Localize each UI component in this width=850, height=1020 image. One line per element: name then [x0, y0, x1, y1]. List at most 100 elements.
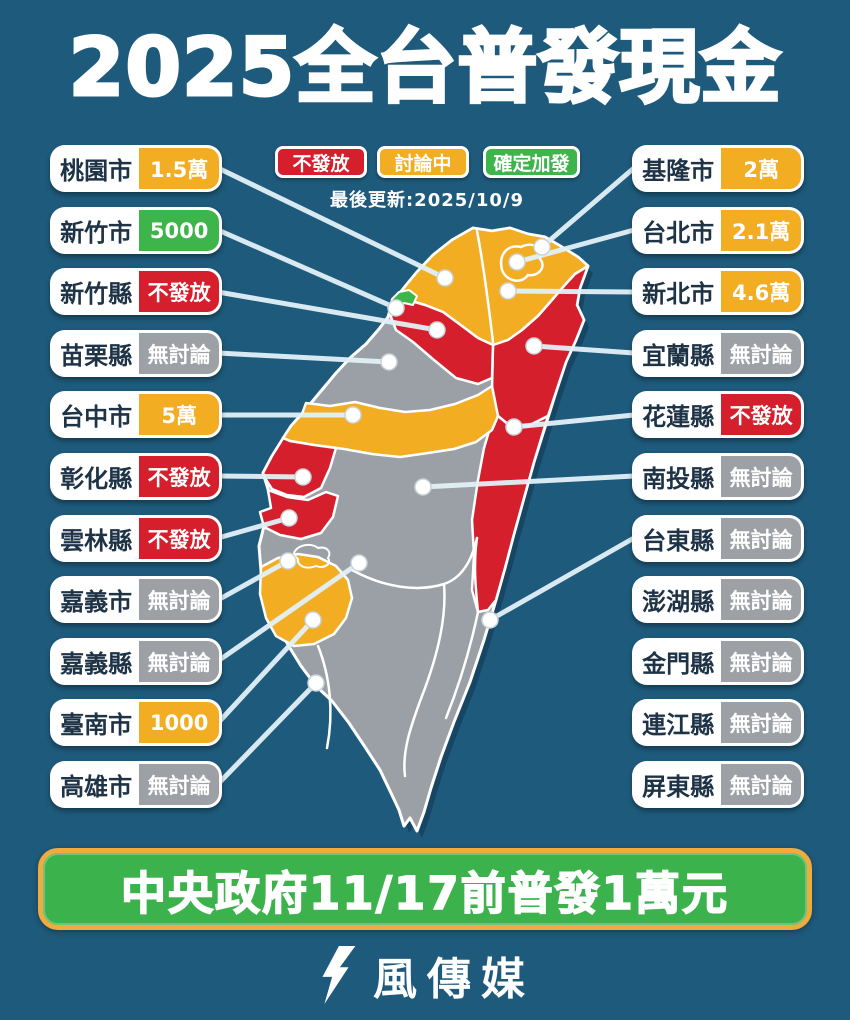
dot-miaoli — [380, 353, 398, 371]
border-kaohsiung-pingtung — [403, 582, 446, 778]
county-status-value: 1000 — [139, 702, 219, 743]
dot-taipei — [508, 253, 526, 271]
dot-keelung — [533, 238, 551, 256]
county-name: 台東縣 — [642, 527, 715, 555]
county-pill: 雲林縣 不發放 — [50, 515, 222, 562]
county-status-value: 無討論 — [721, 333, 801, 374]
county-name: 台中市 — [60, 403, 133, 431]
county-name: 新竹市 — [60, 219, 133, 247]
leader-yilan — [531, 343, 637, 356]
county-name: 宜蘭縣 — [642, 342, 715, 370]
county-status-value: 1.5萬 — [139, 148, 219, 189]
county-name: 苗栗縣 — [60, 342, 133, 370]
county-name: 金門縣 — [642, 650, 715, 678]
county-status-value: 無討論 — [721, 641, 801, 682]
county-status-value: 無討論 — [139, 641, 219, 682]
county-pill: 金門縣 無討論 — [632, 638, 804, 685]
county-status-value: 不發放 — [721, 394, 801, 435]
county-pill: 苗栗縣 無討論 — [50, 330, 222, 377]
county-pill: 台北市 2.1萬 — [632, 207, 804, 254]
leader-lines — [215, 165, 637, 787]
county-name: 新竹縣 — [60, 280, 133, 308]
dot-taoyuan — [436, 269, 454, 287]
county-pill: 嘉義市 無討論 — [50, 576, 222, 623]
dot-tainan — [304, 611, 322, 629]
county-pill: 花蓮縣 不發放 — [632, 391, 804, 438]
county-status-value: 不發放 — [139, 456, 219, 497]
county-pill: 基隆市 2萬 — [632, 145, 804, 192]
county-name: 屏東縣 — [642, 773, 715, 801]
map-dots — [279, 238, 551, 692]
legend-item-confirmed-extra: 確定加發 — [483, 146, 580, 178]
lightning-logo-icon — [322, 946, 356, 1004]
dot-taichung — [344, 406, 362, 424]
county-status-value: 無討論 — [721, 764, 801, 805]
county-pill: 新竹市 5000 — [50, 207, 222, 254]
county-pill: 連江縣 無討論 — [632, 699, 804, 746]
county-name: 基隆市 — [642, 157, 715, 185]
brand-name: 風傳媒 — [373, 954, 535, 1005]
county-name: 桃園市 — [60, 157, 133, 185]
leader-miaoli — [215, 350, 392, 365]
leader-chiayi-county — [215, 560, 362, 664]
county-pill: 臺南市 1000 — [50, 699, 222, 746]
county-name: 花蓮縣 — [642, 403, 715, 431]
footer-brand-bar: 風傳媒 — [0, 938, 850, 1012]
dot-changhua — [294, 468, 312, 486]
county-status-value: 無討論 — [721, 702, 801, 743]
central-government-banner: 中央政府11/17前普發1萬元 — [38, 848, 812, 930]
border-taoyuan-newtaipei — [475, 229, 495, 344]
leader-keelung — [539, 165, 637, 250]
leader-yunlin — [215, 515, 292, 541]
county-name: 雲林縣 — [60, 527, 133, 555]
county-pill: 台中市 5萬 — [50, 391, 222, 438]
county-name: 南投縣 — [642, 465, 715, 493]
county-pill: 彰化縣 不發放 — [50, 453, 222, 500]
county-pill: 澎湖縣 無討論 — [632, 576, 804, 623]
dot-kaohsiung — [307, 674, 325, 692]
leader-taoyuan — [215, 165, 448, 281]
county-status-value: 無討論 — [721, 518, 801, 559]
dot-yilan — [525, 337, 543, 355]
leader-nantou — [420, 473, 637, 490]
county-name: 嘉義縣 — [60, 650, 133, 678]
county-status-value: 無討論 — [721, 579, 801, 620]
leader-taitung — [487, 535, 637, 623]
county-status-value: 5000 — [139, 210, 219, 251]
county-name: 高雄市 — [60, 773, 133, 801]
county-name: 彰化縣 — [60, 465, 133, 493]
leader-tainan — [215, 617, 316, 726]
leader-newtaipei — [505, 288, 637, 295]
region-yunlin — [258, 488, 340, 541]
county-status-value: 不發放 — [139, 518, 219, 559]
border-taitung-west — [444, 536, 480, 720]
county-borders — [293, 229, 544, 778]
leader-hsinchu-city — [215, 227, 399, 311]
region-changhua — [261, 436, 338, 499]
leader-hsinchu-county — [215, 289, 440, 333]
legend-item-no-payout: 不發放 — [275, 146, 367, 178]
dot-taitung — [481, 611, 499, 629]
county-status-value: 4.6萬 — [721, 271, 801, 312]
county-pill: 台東縣 無討論 — [632, 515, 804, 562]
county-status-value: 不發放 — [139, 271, 219, 312]
map-regions — [257, 226, 590, 833]
county-status-value: 無討論 — [721, 456, 801, 497]
county-pill: 新竹縣 不發放 — [50, 268, 222, 315]
dot-chiayi-county — [350, 554, 368, 572]
dot-chiayi-city — [279, 552, 297, 570]
leader-kaohsiung — [215, 680, 319, 787]
county-name: 新北市 — [642, 280, 715, 308]
dot-hualien — [505, 418, 523, 436]
dot-nantou — [414, 478, 432, 496]
dot-hsinchu-county — [428, 321, 446, 339]
county-name: 連江縣 — [642, 711, 715, 739]
county-name: 臺南市 — [60, 711, 133, 739]
dot-yunlin — [280, 509, 298, 527]
county-name: 嘉義市 — [60, 588, 133, 616]
county-pill: 宜蘭縣 無討論 — [632, 330, 804, 377]
border-taipei-city-enclave — [499, 243, 544, 282]
leader-hualien — [511, 412, 637, 430]
